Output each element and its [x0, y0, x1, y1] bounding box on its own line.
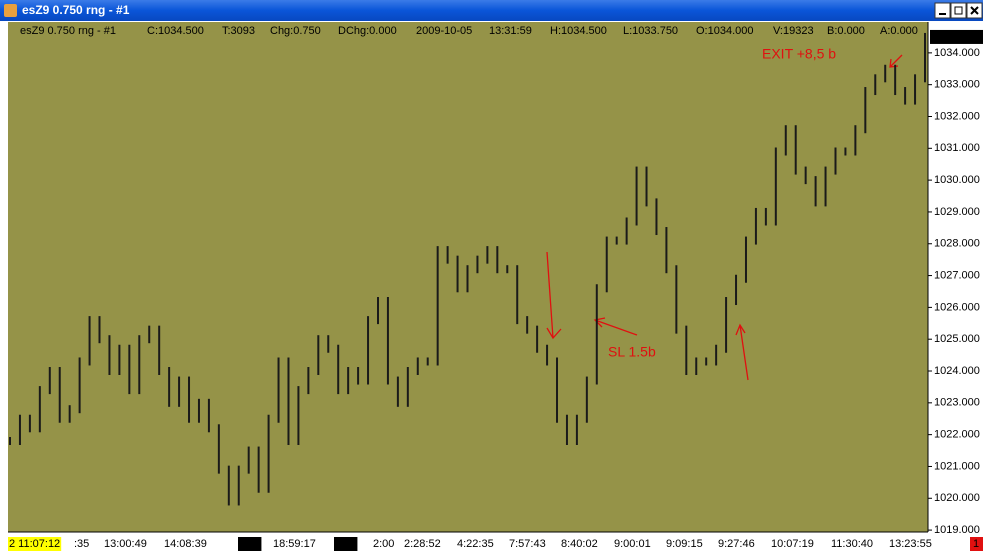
- header-field: 2009-10-05: [416, 25, 472, 37]
- header-field: C:1034.500: [147, 25, 204, 37]
- last-price-label: 1034.500: [934, 31, 980, 43]
- marker-box: [970, 537, 983, 551]
- y-tick-label: 1030.000: [934, 174, 980, 186]
- x-tick-label: 13:00:49: [104, 538, 147, 550]
- x-label-highlight: [334, 537, 358, 551]
- header-field: B:0.000: [827, 25, 865, 37]
- y-tick-label: 1023.000: [934, 397, 980, 409]
- x-label-highlight: [8, 537, 62, 551]
- last-price-box: [930, 29, 983, 44]
- x-tick-label: 10/4: [239, 538, 260, 550]
- y-tick-label: 1027.000: [934, 269, 980, 281]
- header-field: esZ9 0.750 rng - #1: [20, 25, 116, 37]
- marker-label: 1: [973, 538, 979, 550]
- y-tick-label: 1020.000: [934, 492, 980, 504]
- x-tick-label: 4:22:35: [457, 538, 494, 550]
- x-tick-label: :35: [74, 538, 89, 550]
- y-tick-label: 1032.000: [934, 110, 980, 122]
- x-tick-label: 2 11:07:12: [9, 538, 60, 550]
- minimize-button[interactable]: [934, 2, 951, 19]
- y-tick-label: 1031.000: [934, 142, 980, 154]
- y-tick-label: 1028.000: [934, 238, 980, 250]
- x-tick-label: 10:07:19: [771, 538, 814, 550]
- x-tick-label: 18:59:17: [273, 538, 316, 550]
- window-title: esZ9 0.750 rng - #1: [22, 3, 130, 17]
- x-label-highlight: [238, 537, 262, 551]
- y-tick-label: 1029.000: [934, 206, 980, 218]
- header-field: A:0.000: [880, 25, 918, 37]
- annotation: SL 1.5b: [608, 344, 656, 360]
- x-tick-label: 10/5: [335, 538, 356, 550]
- x-tick-label: 2:28:52: [404, 538, 441, 550]
- app-icon: [4, 4, 17, 17]
- x-tick-label: 11:30:40: [831, 538, 873, 550]
- x-tick-label: 7:57:43: [509, 538, 546, 550]
- x-tick-label: 9:09:15: [666, 538, 703, 550]
- x-tick-label: 9:00:01: [614, 538, 651, 550]
- y-tick-label: 1022.000: [934, 429, 980, 441]
- title-bar: [0, 0, 983, 21]
- header-field: DChg:0.000: [338, 25, 397, 37]
- y-tick-label: 1025.000: [934, 333, 980, 345]
- header-field: V:19323: [773, 25, 814, 37]
- x-tick-label: 8:40:02: [561, 538, 598, 550]
- annotation-arrows: [546, 54, 903, 381]
- x-tick-label: 14:08:39: [164, 538, 207, 550]
- header-field: 13:31:59: [489, 25, 532, 37]
- x-tick-label: 2:00: [373, 538, 394, 550]
- x-tick-label: 13:23:55: [889, 538, 932, 550]
- y-tick-label: 1024.000: [934, 365, 980, 377]
- header-field: Chg:0.750: [270, 25, 321, 37]
- header-field: H:1034.500: [550, 25, 607, 37]
- header-field: L:1033.750: [623, 25, 678, 37]
- y-tick-label: 1021.000: [934, 460, 980, 472]
- y-tick-label: 1019.000: [934, 524, 980, 536]
- header-field: T:3093: [222, 25, 255, 37]
- y-tick-label: 1033.000: [934, 79, 980, 91]
- y-tick-label: 1026.000: [934, 301, 980, 313]
- header-field: O:1034.000: [696, 25, 754, 37]
- annotation: EXIT +8,5 b: [762, 46, 836, 62]
- window-buttons: [934, 2, 983, 19]
- x-tick-label: 9:27:46: [718, 538, 755, 550]
- y-tick-label: 1034.000: [934, 47, 980, 59]
- maximize-button[interactable]: [950, 2, 967, 19]
